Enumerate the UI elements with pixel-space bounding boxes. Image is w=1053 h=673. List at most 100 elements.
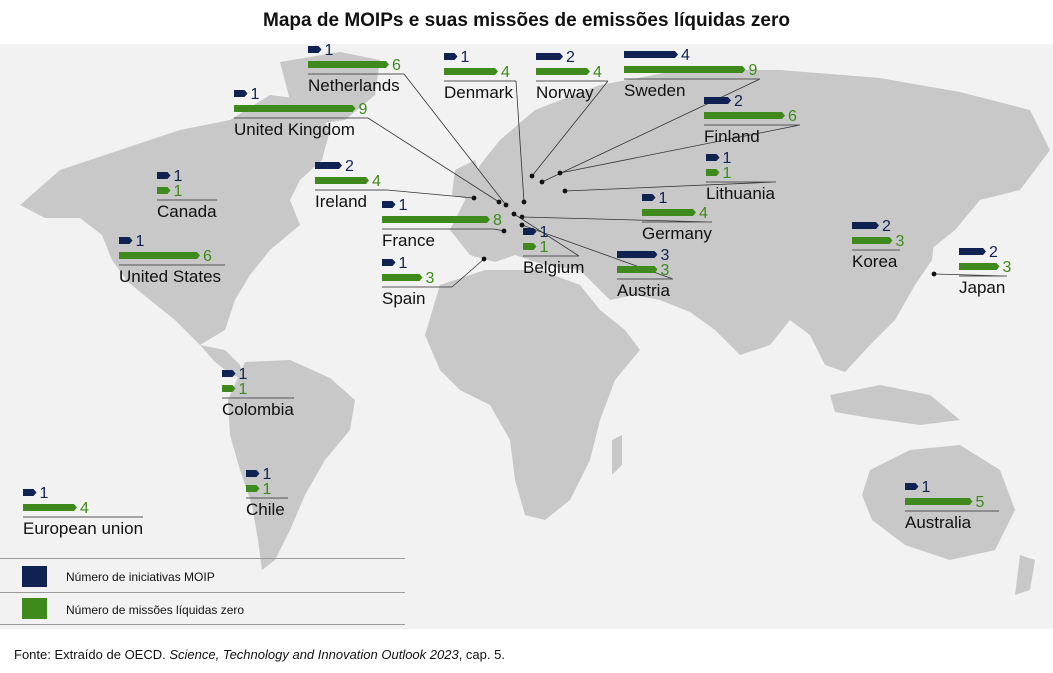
country-label-sweden: 4 9 Sweden <box>624 47 760 100</box>
missions-value-label: 3 <box>896 233 905 250</box>
japan-landmass <box>905 225 935 285</box>
moip-value-label: 3 <box>661 247 670 264</box>
location-dot-austria <box>519 222 525 228</box>
moip-bar <box>642 194 656 201</box>
moip-bar <box>246 470 260 477</box>
country-name: Belgium <box>523 258 584 277</box>
location-dot-netherlands <box>503 202 509 208</box>
africa-landmass <box>425 270 640 520</box>
uk-ireland-landmass <box>452 160 482 200</box>
moip-value-label: 2 <box>345 158 354 175</box>
location-dot-japan <box>931 271 937 277</box>
missions-value-label: 8 <box>493 212 502 229</box>
madagascar-landmass <box>612 435 622 475</box>
moip-value-label: 1 <box>659 190 668 207</box>
moip-value-label: 1 <box>239 366 248 383</box>
missions-value-label: 4 <box>699 205 708 222</box>
country-label-austria: 33 Austria <box>617 247 673 300</box>
country-label-canada: 11 Canada <box>157 168 217 221</box>
country-name: United Kingdom <box>234 120 355 139</box>
moip-bar <box>624 51 678 58</box>
country-name: Japan <box>959 278 1005 297</box>
moip-bar <box>222 370 236 377</box>
moip-value-label: 1 <box>399 197 408 214</box>
location-dot-belgium <box>511 211 517 217</box>
country-name: Colombia <box>222 400 294 419</box>
missions-value-label: 4 <box>372 173 381 190</box>
country-label-chile: 11 Chile <box>246 466 288 519</box>
missions-bar <box>23 504 77 511</box>
country-name: Lithuania <box>706 184 776 203</box>
legend-divider-top <box>0 558 405 559</box>
missions-value-label: 6 <box>203 248 212 265</box>
missions-bar <box>706 169 720 176</box>
country-label-japan: 23 Japan <box>959 244 1012 297</box>
moip-bar <box>234 90 248 97</box>
legend-missions-label: Número de missões líquidas zero <box>66 603 245 617</box>
missions-bar <box>382 274 423 281</box>
country-name: Netherlands <box>308 76 400 95</box>
country-name: Spain <box>382 289 425 308</box>
moip-value-label: 2 <box>734 93 743 110</box>
moip-bar <box>23 489 37 496</box>
moip-value-label: 1 <box>399 255 408 272</box>
moip-bar <box>382 201 396 208</box>
location-dot-norway <box>529 173 535 179</box>
moip-bar <box>704 97 731 104</box>
pointer-line-netherlands <box>403 73 507 206</box>
missions-value-label: 6 <box>788 108 797 125</box>
missions-value-label: 1 <box>239 381 248 398</box>
moip-bar <box>536 53 563 60</box>
missions-bar <box>222 385 236 392</box>
location-dot-spain <box>481 256 487 262</box>
missions-bar <box>234 105 356 112</box>
moip-value-label: 1 <box>461 49 470 66</box>
country-label-norway: 2 4 Norway <box>536 49 608 102</box>
pointer-line-norway <box>531 80 609 177</box>
country-label-belgium: 11 Belgium <box>523 224 584 277</box>
pointer-lines-layer <box>367 73 1008 288</box>
moip-bar <box>617 251 658 258</box>
missions-value-label: 1 <box>174 183 183 200</box>
moip-bar <box>119 237 133 244</box>
missions-bar <box>704 112 785 119</box>
missions-value-label: 9 <box>749 62 758 79</box>
moip-bar <box>905 483 919 490</box>
country-name: Germany <box>642 224 712 243</box>
country-label-germany: 1 4 Germany <box>642 190 712 243</box>
location-dot-finland <box>557 170 563 176</box>
missions-bar <box>308 61 389 68</box>
moip-value-label: 1 <box>251 86 260 103</box>
country-name: Australia <box>905 513 972 532</box>
country-label-ireland: 2 4 Ireland <box>315 158 387 211</box>
source-publication-title: Science, Technology and Innovation Outlo… <box>169 647 459 662</box>
moip-bar <box>444 53 458 60</box>
missions-bar <box>536 68 590 75</box>
moip-bar <box>315 162 342 169</box>
world-map-svg: 1 6 Netherlands 1 4 Denmark 2 4 Norway 4 9 Sweden 1 9… <box>20 42 1050 595</box>
pointer-line-denmark <box>515 80 525 203</box>
country-label-korea: 23 Korea <box>852 218 905 271</box>
location-dot-germany <box>519 214 525 220</box>
central-america-landmass <box>200 345 245 380</box>
pointer-line-lithuania <box>564 181 777 192</box>
legend-moip-swatch <box>22 566 47 587</box>
location-dot-france <box>501 228 507 234</box>
source-suffix: , cap. 5. <box>458 647 505 662</box>
country-label-france: 1 8 France <box>382 197 502 250</box>
eurasia-landmass <box>450 70 1050 372</box>
missions-bar <box>852 237 893 244</box>
country-label-united-states: 1 6 United States <box>119 233 225 286</box>
legend-divider-middle <box>0 592 405 593</box>
world-map: 1 6 Netherlands 1 4 Denmark 2 4 Norway 4 9 Sweden 1 9… <box>0 42 1053 629</box>
missions-bar <box>617 266 658 273</box>
moip-bar <box>706 154 720 161</box>
missions-bar <box>246 485 260 492</box>
country-name: Austria <box>617 281 670 300</box>
missions-value-label: 1 <box>723 165 732 182</box>
country-name: Korea <box>852 252 898 271</box>
missions-bar <box>959 263 1000 270</box>
country-labels-layer: 1 6 Netherlands 1 4 Denmark 2 4 Norway 4 9 Sweden 1 9… <box>23 42 1012 538</box>
